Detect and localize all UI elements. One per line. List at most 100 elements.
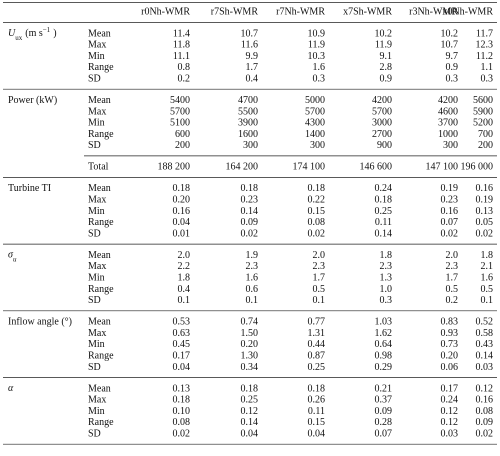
cell: 0.87 (308, 350, 326, 361)
cell: 10.2 (441, 28, 459, 39)
stat-label: Min (88, 51, 105, 62)
cell: 0.18 (375, 194, 393, 205)
cell: 5700 (372, 106, 392, 117)
stat-label: Min (88, 118, 105, 129)
cell: 4200 (372, 95, 392, 106)
group-label: Inflow angle (°) (8, 317, 72, 328)
cell: 0.74 (241, 317, 259, 328)
cell: 0.64 (375, 339, 393, 350)
cell: 0.18 (173, 183, 191, 194)
cell: 0.02 (476, 428, 494, 439)
cell: 0.14 (241, 417, 259, 428)
stat-label: Mean (88, 383, 111, 394)
cell: 0.16 (173, 206, 191, 217)
cell: 3700 (438, 118, 458, 129)
cell: 5900 (473, 106, 493, 117)
cell: 0.9 (446, 62, 459, 73)
stat-label: Mean (88, 317, 111, 328)
cell: 0.18 (173, 395, 191, 406)
cell: 0.02 (441, 228, 459, 239)
cell: 2.3 (380, 261, 393, 272)
cell: 1.6 (313, 62, 326, 73)
stat-label: Max (88, 395, 106, 406)
cell: 5500 (238, 106, 258, 117)
cell: 0.5 (313, 284, 326, 295)
cell: 0.6 (246, 284, 259, 295)
cell: 0.43 (476, 339, 494, 350)
cell: 0.1 (246, 295, 259, 306)
label-part: ) (53, 28, 56, 39)
stat-label: SD (88, 428, 101, 439)
cell: 300 (443, 140, 458, 151)
stat-label: SD (88, 295, 101, 306)
stat-label: SD (88, 228, 101, 239)
cell: 900 (377, 140, 392, 151)
cell: 164 200 (226, 162, 259, 173)
cell: 0.37 (375, 395, 393, 406)
label-part: U (8, 28, 16, 39)
cell: 1.03 (375, 317, 393, 328)
cell: 0.02 (173, 428, 191, 439)
cell: 0.02 (241, 228, 259, 239)
stat-label: Mean (88, 28, 111, 39)
cell: 1.6 (481, 272, 494, 283)
cell: 2.3 (446, 261, 459, 272)
stat-label: Max (88, 261, 106, 272)
stat-label: Max (88, 106, 106, 117)
cell: 10.7 (241, 28, 259, 39)
cell: 0.5 (481, 284, 494, 295)
cell: 10.7 (441, 40, 459, 51)
cell: 0.13 (476, 206, 494, 217)
cell: 5200 (473, 118, 493, 129)
cell: 0.58 (476, 328, 494, 339)
stat-label: Range (88, 129, 114, 140)
cell: 0.15 (308, 206, 326, 217)
stat-label: Mean (88, 250, 111, 261)
cell: 0.1 (313, 295, 326, 306)
label-part: u (13, 255, 17, 263)
cell: 10.9 (308, 28, 326, 39)
cell: 0.77 (308, 317, 326, 328)
cell: 5000 (305, 95, 325, 106)
cell: 0.5 (446, 284, 459, 295)
cell: 1.9 (246, 250, 259, 261)
cell: 174 100 (293, 162, 326, 173)
cell: 0.98 (375, 350, 393, 361)
cell: 2.3 (313, 261, 326, 272)
cell: 1.30 (241, 350, 259, 361)
cell: 0.18 (241, 183, 259, 194)
cell: 1.6 (246, 272, 259, 283)
cell: 0.63 (173, 328, 191, 339)
cell: 11.6 (241, 40, 258, 51)
cell: 0.2 (178, 73, 191, 84)
cell: 0.3 (481, 73, 494, 84)
cell: 0.15 (308, 417, 326, 428)
cell: 0.53 (173, 317, 191, 328)
cell: 0.3 (313, 73, 326, 84)
cell: 1.7 (446, 272, 459, 283)
cell: 10.2 (375, 28, 393, 39)
cell: 0.28 (375, 417, 393, 428)
stat-label: SD (88, 140, 101, 151)
cell: 0.8 (178, 62, 191, 73)
cell: 0.45 (173, 339, 191, 350)
cell: 1.1 (481, 62, 494, 73)
cell: 0.23 (241, 194, 259, 205)
cell: 0.52 (476, 317, 494, 328)
column-header: x0Nh-WMR (442, 6, 493, 17)
cell: 0.04 (308, 428, 326, 439)
cell: 0.18 (308, 183, 326, 194)
cell: 0.19 (441, 183, 459, 194)
cell: 200 (175, 140, 190, 151)
cell: 1400 (305, 129, 325, 140)
label-part: σ (8, 250, 14, 261)
cell: 11.2 (476, 51, 493, 62)
cell: 0.04 (173, 217, 191, 228)
stat-label: Range (88, 217, 114, 228)
cell: 0.4 (178, 284, 191, 295)
cell: 2.1 (481, 261, 494, 272)
stat-label: Range (88, 62, 114, 73)
cell: 0.34 (241, 362, 259, 373)
cell: 1.7 (313, 272, 326, 283)
cell: 0.14 (241, 206, 259, 217)
